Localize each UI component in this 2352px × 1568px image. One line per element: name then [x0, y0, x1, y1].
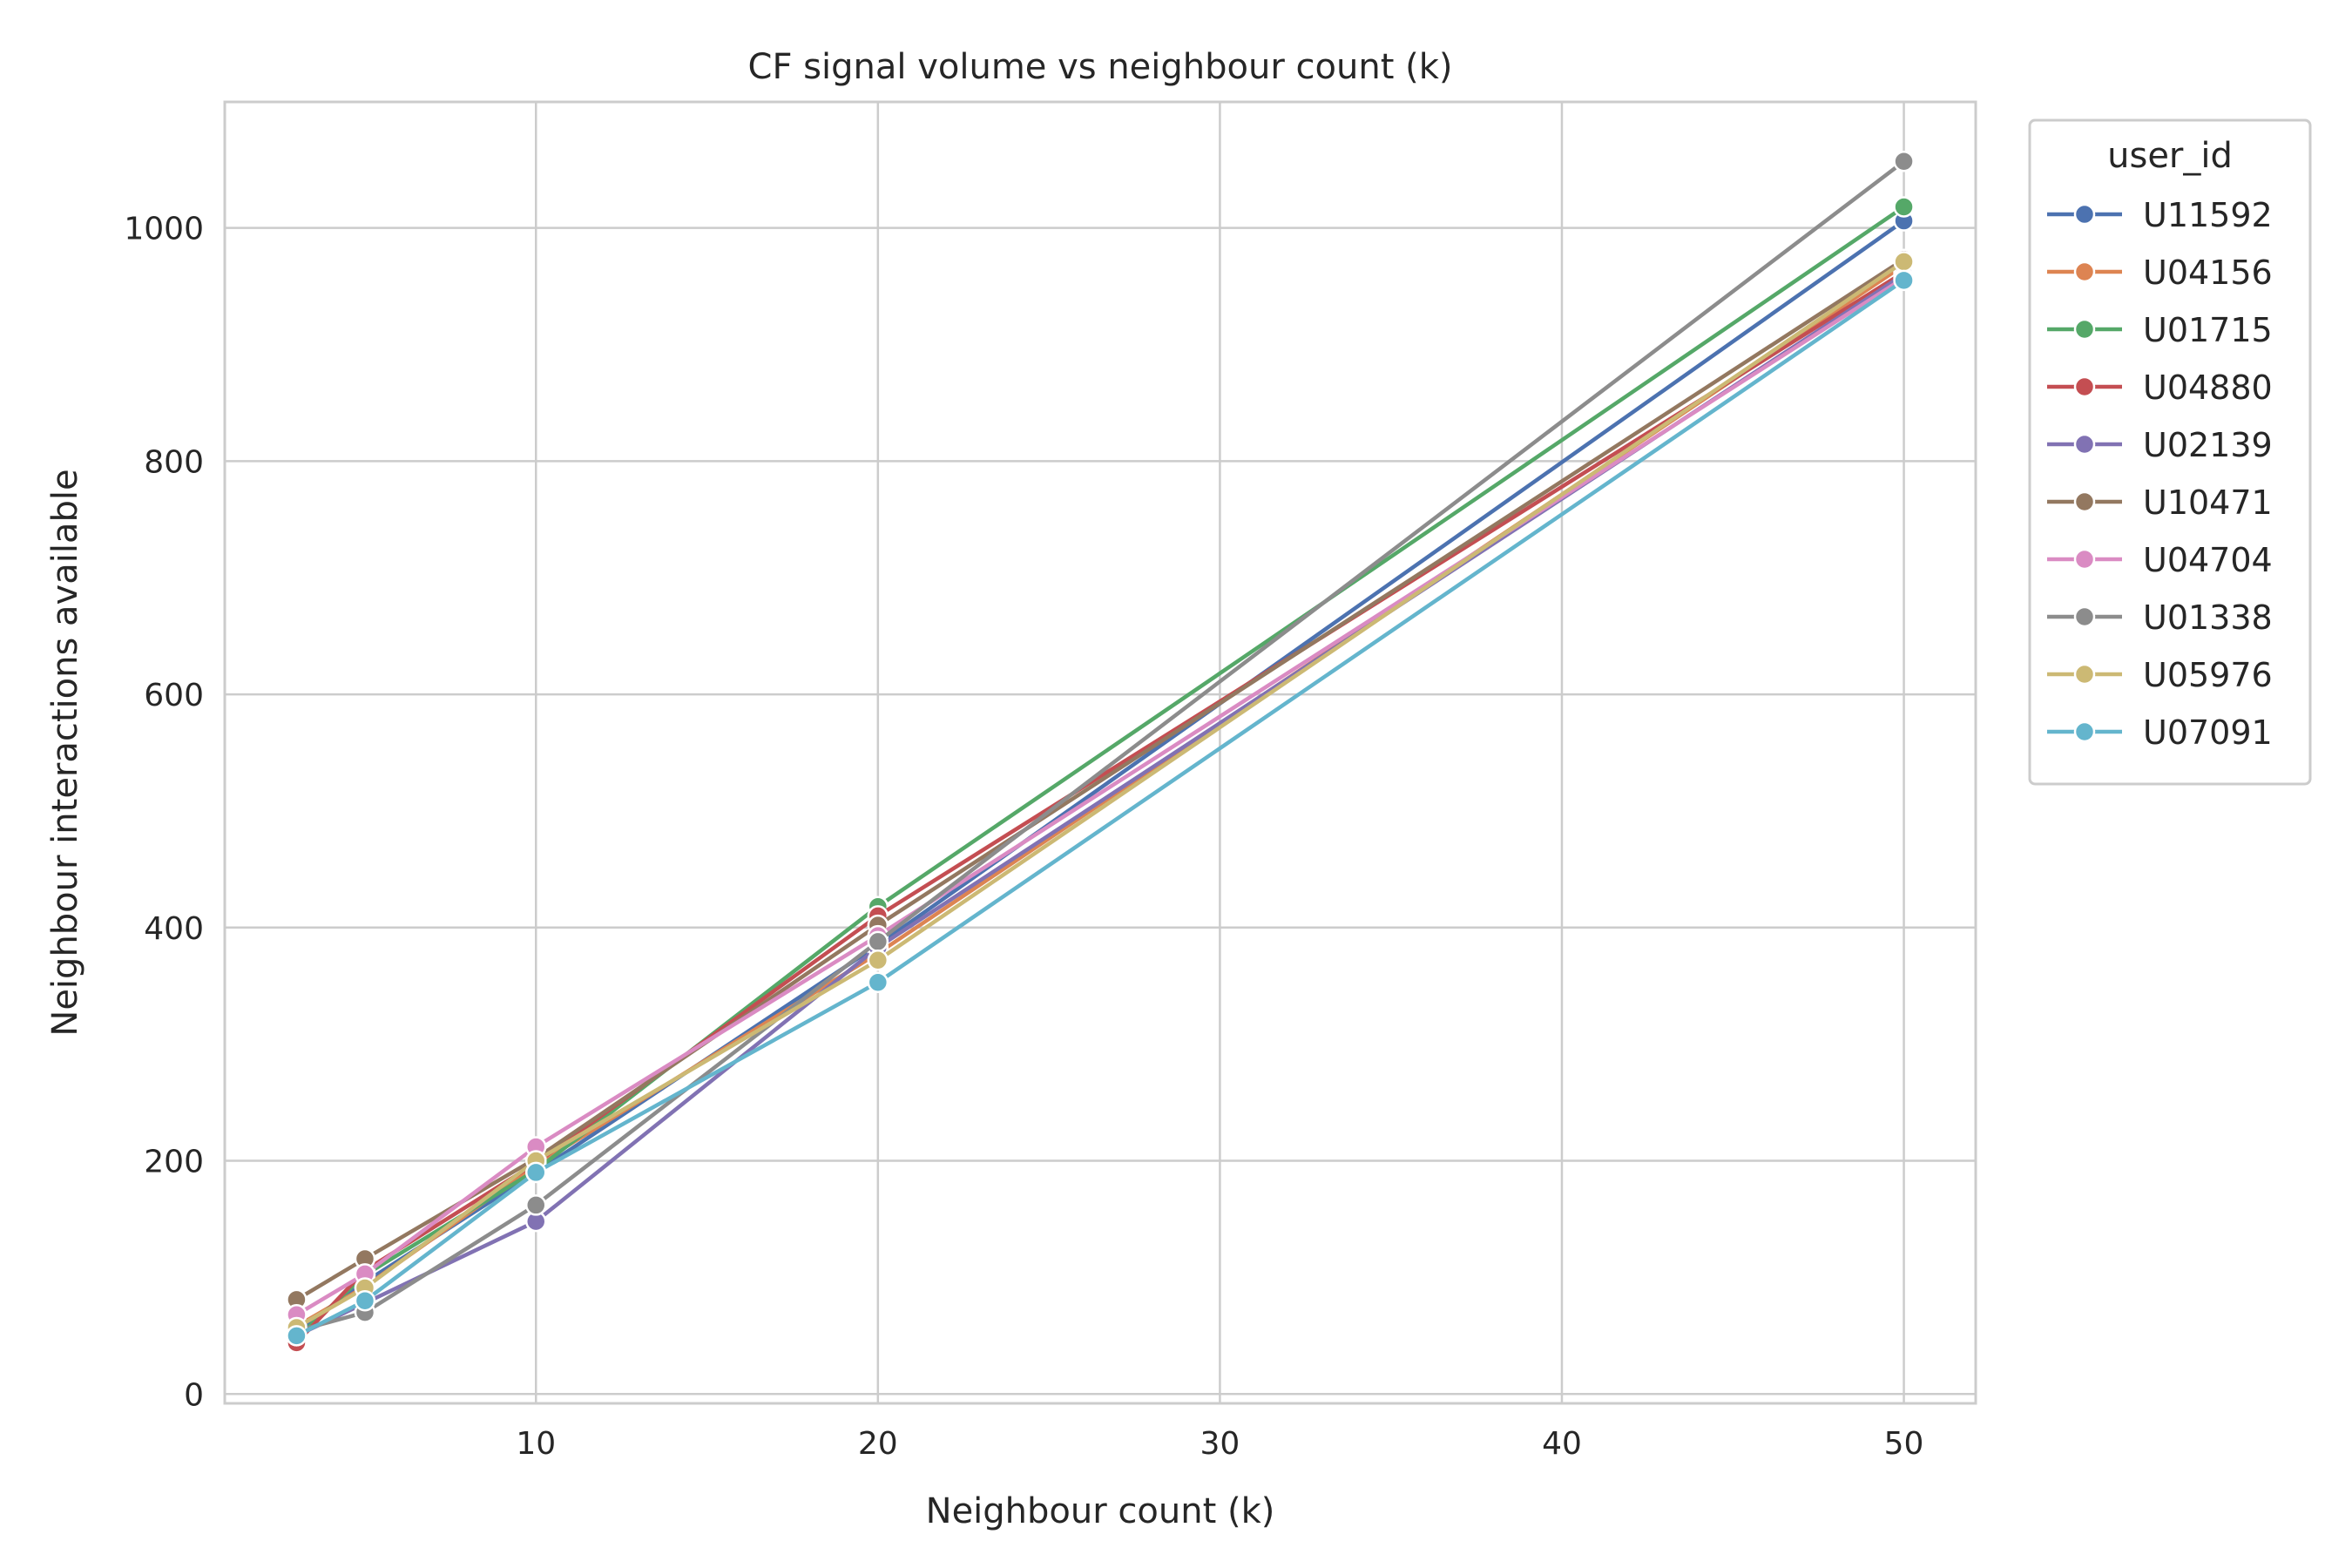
data-point [867, 971, 889, 993]
x-tick-label: 50 [1884, 1426, 1924, 1462]
y-tick-label: 800 [144, 444, 204, 480]
legend-label: U04880 [2143, 368, 2273, 407]
legend-swatch-marker [2073, 203, 2096, 226]
data-point [1893, 196, 1915, 218]
y-tick-label: 400 [144, 911, 204, 947]
x-axis-title: Neighbour count (k) [926, 1491, 1275, 1531]
legend-label: U02139 [2143, 426, 2273, 464]
legend-swatch-marker [2073, 490, 2096, 513]
legend-label: U07091 [2143, 713, 2273, 752]
x-tick-label: 10 [516, 1426, 556, 1462]
y-axis-title: Neighbour interactions available [45, 469, 85, 1036]
legend-swatch-marker [2073, 605, 2096, 628]
legend-label: U05976 [2143, 656, 2273, 694]
data-point [1893, 269, 1915, 292]
x-tick-label: 30 [1200, 1426, 1240, 1462]
legend-swatch-marker [2073, 720, 2096, 743]
data-point [524, 1161, 547, 1184]
legend-swatch-marker [2073, 260, 2096, 283]
y-tick-label: 200 [144, 1145, 204, 1180]
legend-item: U07091 [2047, 713, 2273, 752]
legend-label: U11592 [2143, 196, 2273, 234]
legend-label: U01715 [2143, 311, 2273, 349]
legend-items: U11592 U04156 U01715 U04880 U02139 U10471 U047… [2047, 196, 2273, 752]
legend-label: U04156 [2143, 253, 2273, 292]
legend-label: U04704 [2143, 541, 2273, 579]
x-tick-label: 20 [858, 1426, 898, 1462]
chart-title: CF signal volume vs neighbour count (k) [748, 47, 1453, 87]
data-point [524, 1194, 547, 1216]
legend-item: U02139 [2047, 426, 2273, 464]
legend-label: U10471 [2143, 483, 2273, 522]
legend-item: U01338 [2047, 598, 2273, 637]
data-point [867, 950, 889, 971]
legend-swatch-marker [2073, 663, 2096, 686]
legend-item: U01715 [2047, 311, 2273, 349]
legend-label: U01338 [2143, 598, 2273, 637]
data-point [354, 1289, 376, 1312]
data-point [1893, 151, 1915, 172]
y-tick-label: 0 [184, 1377, 204, 1413]
series-U07091 [286, 269, 1915, 1347]
plot-area-frame [223, 100, 1977, 1405]
legend-swatch-marker [2073, 548, 2096, 571]
y-tick-label: 600 [144, 678, 204, 713]
data-point [286, 1325, 308, 1347]
legend-item: U10471 [2047, 483, 2273, 522]
legend: user_id U11592U04156U01715U04880U02139U1… [2028, 118, 2312, 786]
legend-item: U04704 [2047, 541, 2273, 579]
y-tick-label: 1000 [124, 212, 204, 247]
legend-item: U04156 [2047, 253, 2273, 292]
legend-item: U04880 [2047, 368, 2273, 407]
data-point [1893, 251, 1915, 273]
legend-swatch-marker [2073, 375, 2096, 398]
series-lines [286, 151, 1915, 1354]
legend-swatch-marker [2073, 318, 2096, 341]
tick-labels: 10 20 30 40 50 0 200 400 600 800 1000 [124, 212, 1923, 1462]
x-tick-label: 40 [1542, 1426, 1582, 1462]
legend-swatch-marker [2073, 433, 2096, 456]
data-point [867, 930, 889, 953]
legend-item: U11592 [2047, 196, 2273, 234]
legend-item: U05976 [2047, 656, 2273, 694]
legend-title: user_id [2107, 136, 2233, 176]
